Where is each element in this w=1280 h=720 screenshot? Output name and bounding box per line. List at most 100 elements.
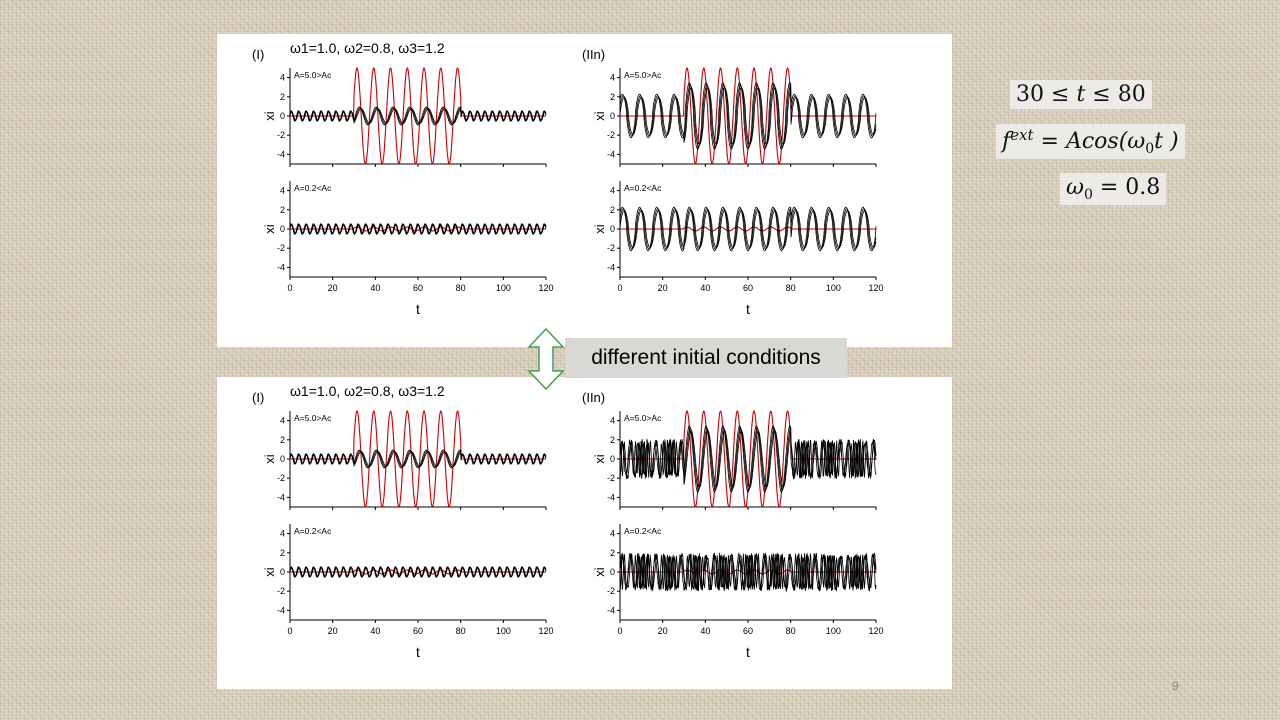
y-tick-label: 4 <box>280 529 285 539</box>
formula-lhs: 30 <box>1016 82 1044 107</box>
x-tick-label: 0 <box>287 283 292 293</box>
y-tick-label: 4 <box>280 73 285 83</box>
response-series-3 <box>619 552 877 593</box>
x-axis-label: t <box>746 644 750 660</box>
y-tick-label: -2 <box>277 130 285 140</box>
x-tick-label: 100 <box>826 283 841 293</box>
panel-label: A=5.0>Ac <box>624 70 662 80</box>
external-force-formula: fext = Acos(ω0t ) <box>996 124 1185 159</box>
x-axis-label: t <box>746 301 750 317</box>
force-symbol: f <box>1002 129 1011 154</box>
response-series-3 <box>619 82 877 150</box>
omega-symbol: ω <box>1066 175 1084 200</box>
x-tick-label: 80 <box>456 283 466 293</box>
formula-variable: t <box>1076 82 1086 107</box>
driver-series <box>290 67 546 165</box>
x-tick-label: 120 <box>538 626 553 636</box>
y-tick-label: 0 <box>610 454 615 464</box>
x-tick-label: 80 <box>456 626 466 636</box>
formula-relation-2: ≤ <box>1092 82 1111 107</box>
response-series-1 <box>619 210 877 248</box>
x-tick-label: 0 <box>617 626 622 636</box>
x-tick-label: 0 <box>617 283 622 293</box>
x-tick-label: 120 <box>538 283 553 293</box>
figure-panel-bottom: ω1=1.0, ω2=0.8, ω3=1.2 4 2 0 -2 -4 xi (I) A=5.0>… <box>217 377 952 689</box>
chart-title: ω1=1.0, ω2=0.8, ω3=1.2 <box>290 40 445 56</box>
panel-tag: (IIn) <box>582 47 605 62</box>
x-tick-label: 40 <box>700 283 710 293</box>
y-axis-label: xi <box>592 224 607 234</box>
y-tick-label: 2 <box>280 92 285 102</box>
y-tick-label: 2 <box>610 435 615 445</box>
y-tick-label: 2 <box>280 435 285 445</box>
double-arrow-icon <box>527 327 565 391</box>
x-tick-label: 80 <box>786 626 796 636</box>
response-series-1 <box>619 87 877 145</box>
driver-series <box>620 226 876 232</box>
response-series-3 <box>619 206 877 252</box>
subplot-3: 4 2 0 -2 -4 xi (IIn) A=5.0>Ac <box>582 390 877 510</box>
y-tick-label: 0 <box>280 111 285 121</box>
y-tick-label: 0 <box>280 454 285 464</box>
x-tick-label: 40 <box>370 626 380 636</box>
response-series-3 <box>289 223 547 235</box>
x-axis-label: t <box>416 644 420 660</box>
panel-label: A=0.2<Ac <box>624 526 662 536</box>
panel-label: A=0.2<Ac <box>624 183 662 193</box>
panel-label: A=0.2<Ac <box>294 526 332 536</box>
y-tick-label: -2 <box>607 473 615 483</box>
y-tick-label: -2 <box>607 243 615 253</box>
x-tick-label: 20 <box>658 626 668 636</box>
y-tick-label: -2 <box>277 586 285 596</box>
force-omega-sub: 0 <box>1145 141 1155 157</box>
callout-text: different initial conditions <box>591 346 821 369</box>
subplot-1: 4 2 0 -2 -4 xi (I) A=5.0>Ac <box>252 47 547 167</box>
force-tail: t ) <box>1154 129 1179 154</box>
response-series-3 <box>619 425 877 493</box>
y-tick-label: -4 <box>607 149 615 159</box>
force-superscript: ext <box>1010 126 1034 144</box>
force-rhs: Acos( <box>1065 129 1128 154</box>
chart-bottom: ω1=1.0, ω2=0.8, ω3=1.2420-2-4xi(I)A=5.0>… <box>252 383 884 660</box>
y-tick-label: -4 <box>277 492 285 502</box>
panel-label: A=5.0>Ac <box>294 70 332 80</box>
y-tick-label: 4 <box>280 186 285 196</box>
y-tick-label: 0 <box>280 567 285 577</box>
panel-label: A=5.0>Ac <box>624 413 662 423</box>
x-tick-label: 20 <box>328 283 338 293</box>
y-axis-label: xi <box>262 224 277 234</box>
driver-series <box>290 226 546 232</box>
y-axis-label: xi <box>592 567 607 577</box>
y-axis-label: xi <box>592 111 607 121</box>
y-tick-label: 2 <box>610 92 615 102</box>
y-tick-label: 4 <box>280 416 285 426</box>
x-tick-label: 40 <box>700 626 710 636</box>
y-tick-label: -4 <box>607 605 615 615</box>
y-tick-label: -4 <box>277 605 285 615</box>
y-tick-label: -4 <box>607 492 615 502</box>
y-tick-label: -2 <box>277 473 285 483</box>
y-tick-label: 4 <box>610 73 615 83</box>
x-tick-label: 60 <box>413 283 423 293</box>
y-tick-label: -4 <box>277 149 285 159</box>
x-tick-label: 100 <box>496 283 511 293</box>
y-tick-label: 4 <box>610 186 615 196</box>
omega-value: = 0.8 <box>1099 175 1161 200</box>
page-number: 9 <box>1172 679 1179 693</box>
figure-panel-top: ω1=1.0, ω2=0.8, ω3=1.2 4 2 0 -2 -4 xi (I) A=5.0>… <box>217 34 952 347</box>
y-tick-label: 2 <box>610 205 615 215</box>
y-tick-label: -4 <box>277 262 285 272</box>
formula-relation: ≤ <box>1051 82 1070 107</box>
y-axis-label: xi <box>262 111 277 121</box>
initial-conditions-callout: different initial conditions <box>565 338 847 378</box>
panel-label: A=0.2<Ac <box>294 183 332 193</box>
y-tick-label: 0 <box>610 567 615 577</box>
response-series-2 <box>619 84 877 148</box>
y-axis-label: xi <box>262 567 277 577</box>
x-tick-label: 120 <box>868 283 883 293</box>
y-tick-label: -4 <box>607 262 615 272</box>
force-omega: ω <box>1127 129 1146 154</box>
